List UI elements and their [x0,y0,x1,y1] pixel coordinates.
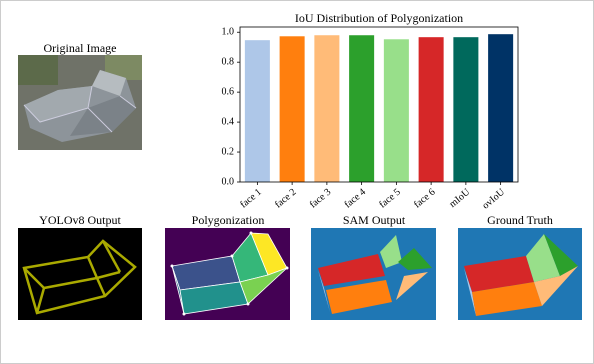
y-tick-label: 1.0 [222,27,235,38]
panel-title: Original Image [44,41,117,55]
bar-chart: IoU Distribution of Polygonization 0.0 0.… [222,11,519,212]
bar [245,40,270,182]
original-image [18,55,142,150]
chart-title: IoU Distribution of Polygonization [295,11,463,25]
panel-title: SAM Output [343,213,406,227]
sam-output [311,228,436,320]
y-tick-label: 0.6 [222,86,235,97]
bar [384,39,409,182]
panel-title: YOLOv8 Output [39,213,121,227]
bar [280,36,305,182]
yolo-output [18,228,142,320]
bar [349,35,374,182]
bar [314,35,339,182]
figure: Original Image YOLOv8 Output Polygonizat… [0,0,594,364]
y-tick-label: 0.4 [222,116,235,127]
bar [453,37,478,182]
bar [488,34,513,182]
panel-title: Polygonization [192,213,265,227]
y-tick-label: 0.8 [222,56,235,67]
polygonization-output [165,228,290,320]
y-tick-label: 0.0 [222,176,235,187]
bar [419,37,444,182]
y-tick-label: 0.2 [222,146,235,157]
panel-title: Ground Truth [487,213,553,227]
ground-truth [458,228,582,320]
